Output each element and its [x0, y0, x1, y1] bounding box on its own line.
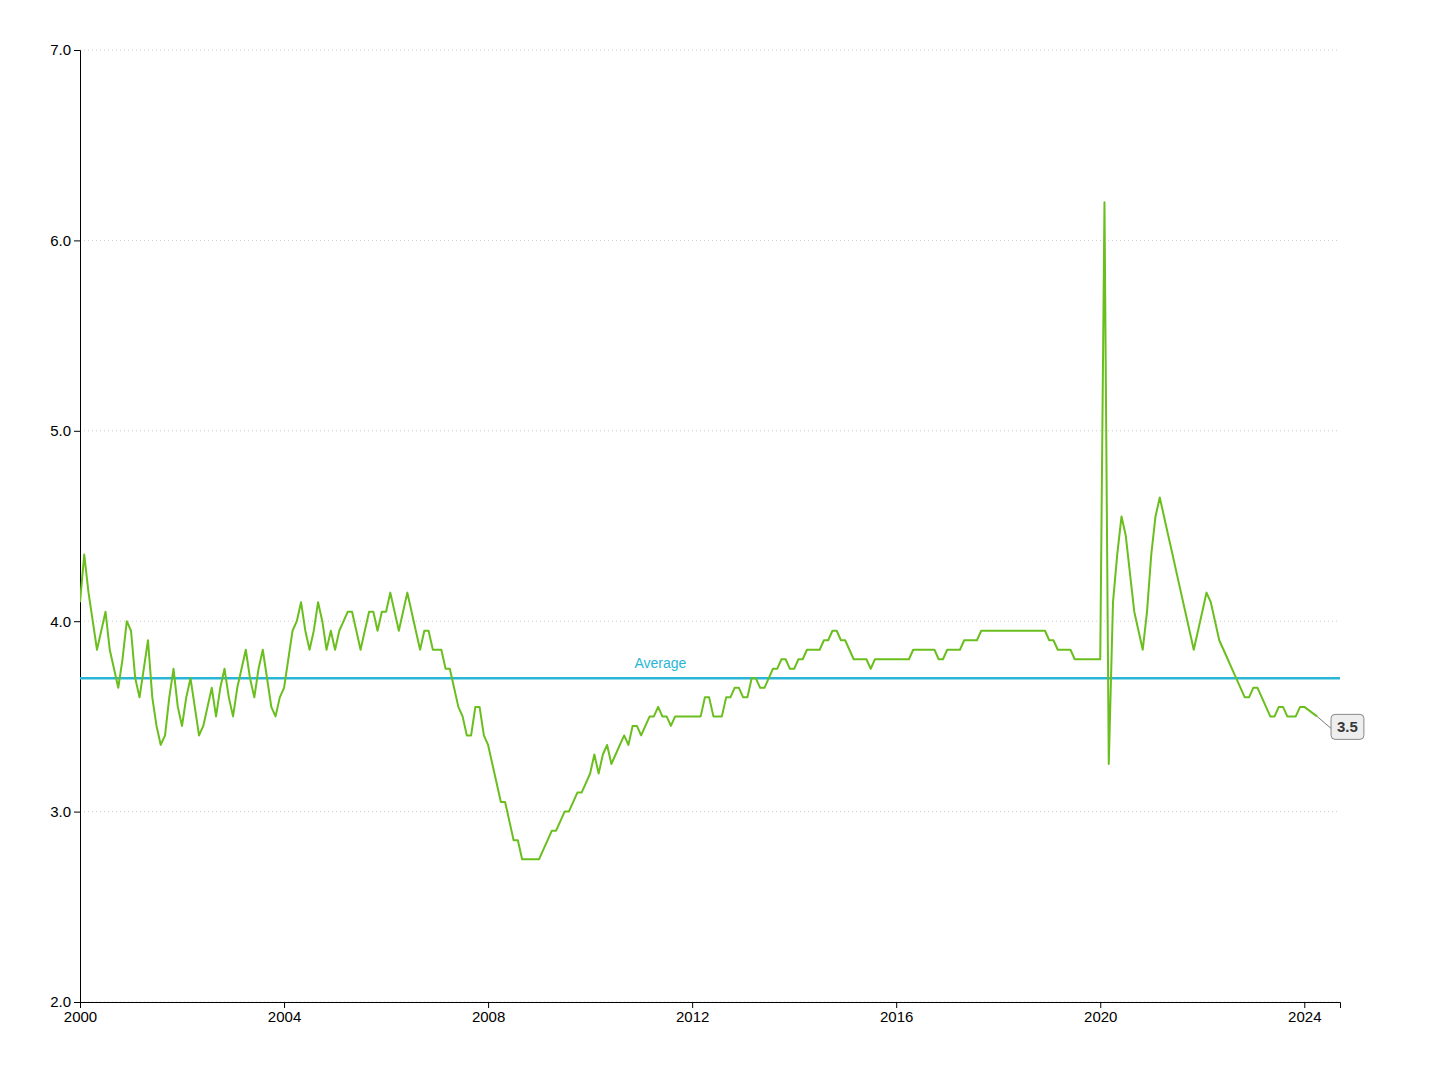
y-tick: 3.0 — [50, 803, 80, 820]
data-line — [80, 202, 1317, 859]
x-tick-label: 2012 — [676, 1008, 709, 1025]
x-tick-label: 2016 — [880, 1008, 913, 1025]
grid — [80, 50, 1340, 1002]
x-tick: 2024 — [1288, 1002, 1321, 1025]
y-tick-mark — [74, 240, 80, 241]
grid-line — [80, 240, 1340, 241]
plot-root: 20002004200820122016202020242.03.04.05.0… — [50, 41, 1364, 1024]
y-tick: 5.0 — [50, 422, 80, 439]
grid-line — [80, 621, 1340, 622]
marks — [80, 202, 1340, 859]
y-tick: 2.0 — [50, 993, 80, 1010]
annotation-label: 3.5 — [1337, 718, 1358, 735]
end-annotation: 3.5 — [1317, 714, 1364, 739]
annotation-connector — [1317, 716, 1331, 728]
y-tick-label: 3.0 — [50, 803, 71, 820]
x-tick-label: 2020 — [1084, 1008, 1117, 1025]
x-tick: 2008 — [472, 1002, 505, 1025]
x-tick: 2020 — [1084, 1002, 1117, 1025]
y-tick-mark — [74, 1002, 80, 1003]
x-tick-label: 2008 — [472, 1008, 505, 1025]
annotations: Average 3.5 — [634, 655, 1364, 739]
y-tick: 6.0 — [50, 232, 80, 249]
x-tick: 2012 — [676, 1002, 709, 1025]
grid-line — [80, 50, 1340, 51]
y-tick-mark — [74, 812, 80, 813]
x-tick-label: 2004 — [268, 1008, 301, 1025]
y-tick: 7.0 — [50, 41, 80, 58]
average-line — [80, 677, 1340, 680]
grid-line — [80, 811, 1340, 812]
chart: 20002004200820122016202020242.03.04.05.0… — [0, 0, 1440, 1072]
y-axis-line — [74, 51, 81, 1003]
y-tick-mark — [74, 50, 80, 51]
x-tick: 2004 — [268, 1002, 301, 1025]
y-axis: 2.0 3.0 4.0 5.0 6.0 7.0 — [50, 41, 80, 1010]
y-tick-label: 6.0 — [50, 232, 71, 249]
annotation-box — [1331, 714, 1364, 739]
y-tick-label: 5.0 — [50, 422, 71, 439]
y-tick-label: 2.0 — [50, 993, 71, 1010]
x-tick: 2016 — [880, 1002, 913, 1025]
y-tick-label: 7.0 — [50, 41, 71, 58]
average-label: Average — [634, 655, 686, 671]
x-tick-label: 2024 — [1288, 1008, 1321, 1025]
y-tick-label: 4.0 — [50, 613, 71, 630]
y-tick-mark — [74, 431, 80, 432]
x-axis: 2000200420082012201620202024 — [64, 1002, 1341, 1025]
grid-line — [80, 430, 1340, 431]
y-tick-mark — [74, 621, 80, 622]
y-tick: 4.0 — [50, 613, 80, 630]
